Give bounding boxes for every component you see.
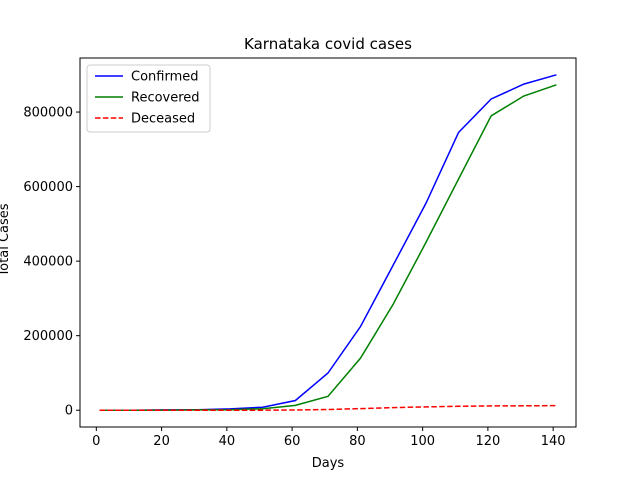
x-tick-label: 100 [410,434,435,449]
series-line-deceased [99,404,557,411]
y-tick-label: 600000 [23,180,73,195]
x-axis-label: Days [312,456,345,471]
x-tick-label: 60 [284,434,301,449]
x-axis: 0 20 40 60 80 100 120 140 [92,427,566,449]
x-tick-label: 140 [541,434,566,449]
y-tick-label: 0 [65,404,73,419]
y-tick-label: 200000 [23,329,73,344]
x-tick-label: 80 [349,434,366,449]
plot-frame [79,57,577,428]
y-axis-label: Total Cases [0,203,12,277]
x-tick-label: 0 [92,434,100,449]
y-tick-label: 400000 [23,255,73,270]
y-tick-label: 800000 [23,106,73,121]
series-line-recovered [99,84,557,411]
legend: Confirmed Recovered Deceased [86,64,211,133]
legend-label: Confirmed [131,70,199,85]
y-axis: 0 200000 400000 600000 800000 [23,106,80,419]
x-tick-label: 20 [153,434,170,449]
legend-label: Recovered [131,91,200,106]
legend-label: Deceased [131,112,195,127]
chart-title: Karnataka covid cases [244,35,412,53]
x-tick-label: 120 [475,434,500,449]
x-tick-label: 40 [219,434,236,449]
legend-box [86,64,211,133]
plot-content [99,74,557,411]
